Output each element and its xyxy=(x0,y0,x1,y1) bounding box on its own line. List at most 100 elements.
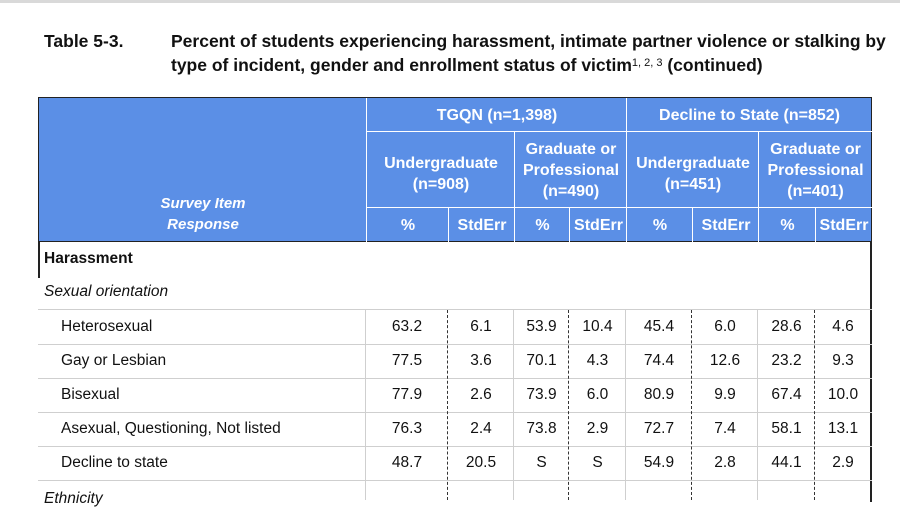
row-value: 2.4 xyxy=(470,420,492,437)
column-header-stderr: StdErr xyxy=(819,216,869,234)
column-divider-dashed xyxy=(447,310,448,500)
row-label: Decline to state xyxy=(61,454,168,471)
table-right-border xyxy=(870,242,872,502)
table-row: Asexual, Questioning, Not listed 76.3 2.… xyxy=(38,412,872,446)
row-value: 9.3 xyxy=(832,352,854,369)
column-divider-dashed xyxy=(568,310,569,500)
response-text: Response xyxy=(167,216,239,233)
group-header-decline: Decline to State (n=852) xyxy=(659,106,840,124)
table-title-suffix: (continued) xyxy=(667,55,763,75)
subsection-title: Sexual orientation xyxy=(44,283,169,300)
section-row: Harassment xyxy=(38,242,872,276)
row-value: 74.4 xyxy=(643,352,675,369)
subsection-row: Sexual orientation xyxy=(38,275,872,309)
table-row: Decline to state 48.7 20.5 S S 54.9 2.8 … xyxy=(38,446,872,480)
table-header: TGQN (n=1,398) Decline to State (n=852) … xyxy=(38,97,872,243)
table-title: Percent of students experiencing harassm… xyxy=(171,30,900,76)
row-value: 10.4 xyxy=(582,318,613,335)
row-value: 2.8 xyxy=(714,454,736,471)
row-label: Bisexual xyxy=(61,386,120,403)
row-value: 2.9 xyxy=(832,454,854,471)
row-value: 6.0 xyxy=(714,318,736,335)
subgroup-line: Graduate or xyxy=(770,140,861,158)
subgroup-line: Graduate or xyxy=(525,140,617,158)
header-divider xyxy=(514,132,515,243)
row-value: 54.9 xyxy=(643,454,675,471)
row-value: 72.7 xyxy=(643,420,675,437)
row-value: 28.6 xyxy=(771,318,802,335)
row-divider xyxy=(38,480,872,481)
column-header-stderr: StdErr xyxy=(701,216,751,234)
row-value: 77.5 xyxy=(391,352,423,369)
row-divider xyxy=(38,412,872,413)
top-border xyxy=(0,0,900,3)
column-divider xyxy=(625,310,626,500)
table-number: Table 5-3. xyxy=(44,31,124,51)
header-divider xyxy=(815,208,816,243)
row-label: Heterosexual xyxy=(61,318,153,335)
row-divider xyxy=(38,309,872,310)
subgroup-line: (n=451) xyxy=(664,176,722,193)
column-divider xyxy=(757,310,758,500)
row-value: 48.7 xyxy=(391,454,423,471)
column-header-percent: % xyxy=(400,216,416,234)
column-header-stderr: StdErr xyxy=(457,216,507,234)
row-value: 3.6 xyxy=(470,352,492,369)
column-divider xyxy=(365,310,366,500)
survey-item-label: Survey Item Response xyxy=(39,193,367,235)
header-divider xyxy=(758,132,759,243)
row-value: 10.0 xyxy=(827,386,859,403)
table-row: Gay or Lesbian 77.5 3.6 70.1 4.3 74.4 12… xyxy=(38,344,872,378)
subsection-title-partial: Ethnicity xyxy=(44,490,103,507)
row-value: 73.8 xyxy=(526,420,557,437)
column-divider-dashed xyxy=(814,310,815,500)
column-header-percent: % xyxy=(780,216,795,234)
subgroup-line: (n=908) xyxy=(412,176,470,193)
header-divider xyxy=(569,208,570,243)
column-header-stderr: StdErr xyxy=(574,216,623,234)
subsection-row-partial: Ethnicity xyxy=(38,482,872,516)
table-row: Bisexual 77.9 2.6 73.9 6.0 80.9 9.9 67.4… xyxy=(38,378,872,412)
row-value: 76.3 xyxy=(391,420,423,437)
row-value: 23.2 xyxy=(771,352,802,369)
subgroup-header: Undergraduate (n=451) xyxy=(627,132,759,208)
subgroup-line: Undergraduate xyxy=(636,155,750,172)
table-left-border xyxy=(38,242,40,278)
row-value: 9.9 xyxy=(714,386,736,403)
header-divider xyxy=(448,208,449,243)
subgroup-line: (n=490) xyxy=(542,182,600,200)
header-divider xyxy=(367,131,872,132)
row-value: 6.1 xyxy=(470,318,492,335)
row-label: Gay or Lesbian xyxy=(61,352,167,369)
row-value: 45.4 xyxy=(643,318,675,335)
subgroup-header: Graduate or Professional (n=490) xyxy=(515,132,627,208)
row-value: 67.4 xyxy=(771,386,802,403)
group-header-tgqn: TGQN (n=1,398) xyxy=(436,106,558,124)
subgroup-line: Professional xyxy=(767,161,864,179)
subgroup-line: Undergraduate xyxy=(384,155,498,172)
row-value: 4.6 xyxy=(832,318,854,335)
row-value: S xyxy=(592,454,603,471)
column-divider-dashed xyxy=(691,310,692,500)
header-divider xyxy=(367,207,872,208)
table-row: Heterosexual 63.2 6.1 53.9 10.4 45.4 6.0… xyxy=(38,310,872,344)
table-title-footnotes: 1, 2, 3 xyxy=(631,57,663,69)
column-divider-dashed xyxy=(513,310,514,500)
row-value: 77.9 xyxy=(391,386,423,403)
subgroup-line: Professional xyxy=(522,161,620,179)
subgroup-header: Undergraduate (n=908) xyxy=(367,132,515,208)
row-value: 6.0 xyxy=(586,386,609,403)
row-value: 44.1 xyxy=(771,454,802,471)
row-value: 58.1 xyxy=(771,420,802,437)
data-table: TGQN (n=1,398) Decline to State (n=852) … xyxy=(38,97,872,507)
row-divider xyxy=(38,378,872,379)
header-divider xyxy=(626,98,627,243)
row-value: 12.6 xyxy=(709,352,741,369)
row-label: Asexual, Questioning, Not listed xyxy=(61,420,281,437)
row-value: 7.4 xyxy=(714,420,736,437)
header-divider xyxy=(366,98,367,243)
header-divider xyxy=(692,208,693,243)
subgroup-header: Graduate or Professional (n=401) xyxy=(759,132,872,208)
row-value: 4.3 xyxy=(586,352,609,369)
row-value: 80.9 xyxy=(643,386,675,403)
